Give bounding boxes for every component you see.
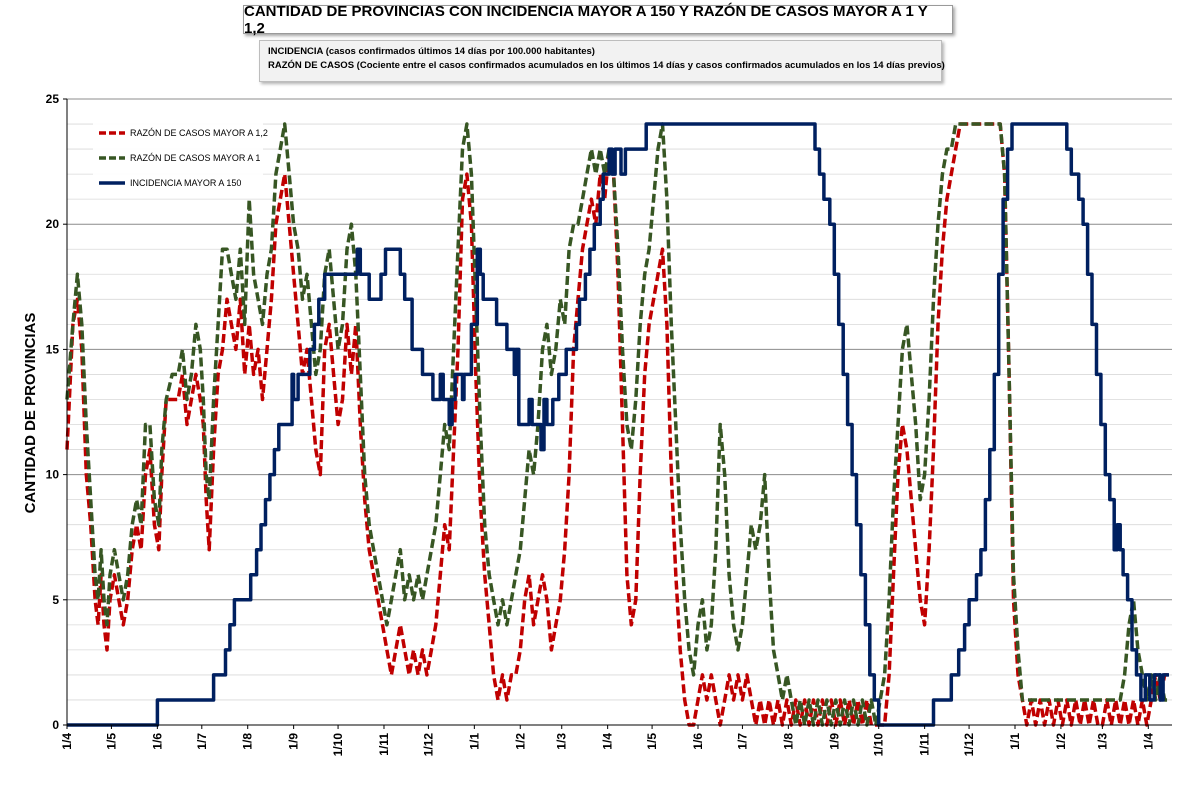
- x-tick-label: 1/9: [287, 733, 301, 750]
- y-tick-label: 0: [52, 718, 59, 732]
- x-tick-label: 1/7: [735, 733, 749, 750]
- note-razon-casos: RAZÓN DE CASOS (Cociente entre el casos …: [268, 60, 945, 71]
- x-tick-label: 1/12: [421, 733, 435, 757]
- x-tick-label: 1/4: [60, 733, 74, 750]
- y-axis-label: CANTIDAD DE PROVINCIAS: [22, 313, 39, 514]
- x-tick-label: 1/2: [1054, 733, 1068, 750]
- note-incidencia: INCIDENCIA (casos confirmados últimos 14…: [268, 46, 595, 57]
- legend-label-2: RAZÓN DE CASOS MAYOR A 1: [130, 153, 260, 163]
- x-tick-label: 1/6: [691, 733, 705, 750]
- x-tick-label: 1/4: [1141, 733, 1155, 750]
- legend-label-3: INCIDENCIA MAYOR A 150: [130, 178, 241, 188]
- x-tick-label: 1/4: [601, 733, 615, 750]
- y-tick-label: 20: [46, 217, 60, 231]
- x-tick-label: 1/5: [645, 733, 659, 750]
- x-tick-label: 1/11: [377, 733, 391, 756]
- x-tick-label: 1/2: [513, 733, 527, 750]
- legend: RAZÓN DE CASOS MAYOR A 1,2 RAZÓN DE CASOS…: [93, 121, 268, 196]
- x-tick-label: 1/9: [827, 733, 841, 750]
- x-tick-label: 1/7: [195, 733, 209, 750]
- x-tick-label: 1/10: [872, 733, 886, 757]
- y-tick-label: 5: [52, 593, 59, 607]
- x-tick-label: 1/5: [104, 733, 118, 750]
- definitions-note: INCIDENCIA (casos confirmados últimos 14…: [259, 40, 945, 82]
- x-tick-label: 1/3: [1095, 733, 1109, 750]
- chart-title: CANTIDAD DE PROVINCIAS CON INCIDENCIA MA…: [243, 2, 953, 37]
- series-line-1: [65, 122, 1169, 727]
- x-tick-label: 1/1: [1008, 733, 1022, 750]
- series-line-3: [67, 122, 1169, 727]
- axes: 0 5 10 15 20 25 1/4 1/5 1/6 1/7 1/8 1/9 1/10 1/11 1/12…: [46, 92, 1172, 756]
- legend-label-1: RAZÓN DE CASOS MAYOR A 1,2: [130, 128, 268, 138]
- x-tick-label: 1/10: [331, 733, 345, 757]
- x-tick-label: 1/12: [962, 733, 976, 757]
- chart-title-text: CANTIDAD DE PROVINCIAS CON INCIDENCIA MA…: [244, 2, 928, 37]
- x-tick-label: 1/8: [781, 733, 795, 750]
- y-tick-label: 25: [46, 92, 60, 106]
- y-tick-label: 10: [46, 468, 60, 482]
- x-tick-label: 1/11: [918, 733, 932, 756]
- x-tick-label: 1/1: [467, 733, 481, 750]
- y-tick-label: 15: [46, 342, 60, 356]
- x-tick-label: 1/3: [555, 733, 569, 750]
- x-tick-label: 1/6: [150, 733, 164, 750]
- series-group: [65, 122, 1169, 727]
- x-tick-label: 1/8: [241, 733, 255, 750]
